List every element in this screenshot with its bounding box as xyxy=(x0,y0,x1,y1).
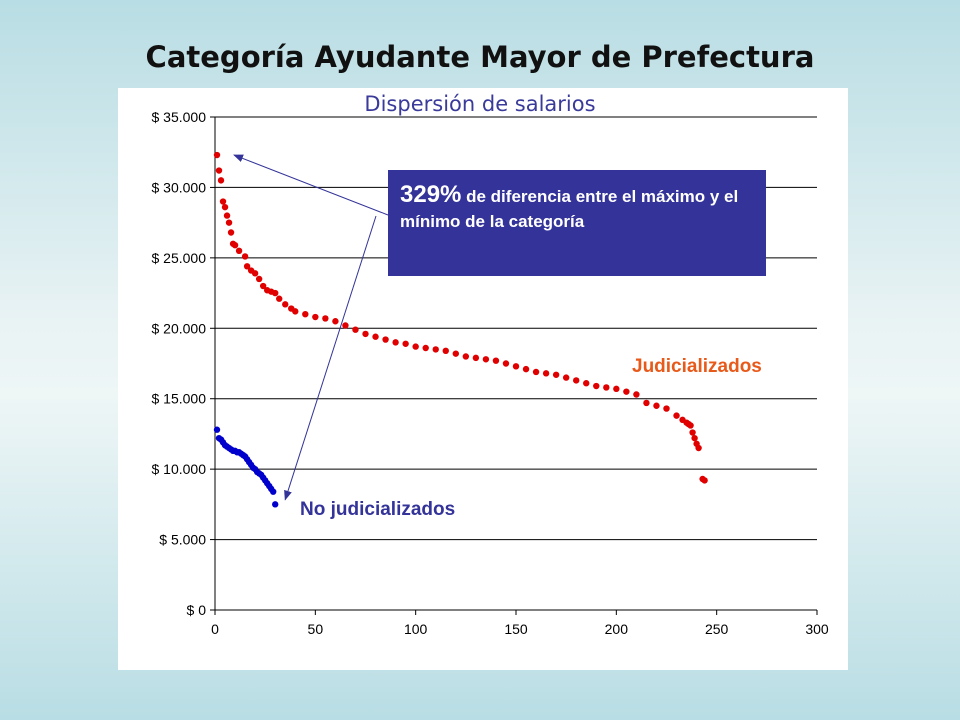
point-judicializados xyxy=(643,399,650,407)
point-judicializados xyxy=(231,241,239,249)
point-judicializados xyxy=(322,315,329,322)
arrow-to-maximum xyxy=(233,154,389,216)
axes xyxy=(210,116,818,615)
point-judicializados xyxy=(352,326,359,333)
point-judicializados xyxy=(272,289,279,297)
point-judicializados xyxy=(217,177,225,184)
point-judicializados xyxy=(613,385,620,393)
point-judicializados xyxy=(687,422,694,429)
series-label-judicializados: Judicializados xyxy=(632,356,762,377)
point-judicializados xyxy=(282,301,289,308)
point-judicializados xyxy=(241,253,249,260)
point-judicializados xyxy=(372,333,379,340)
point-judicializados xyxy=(663,405,670,412)
point-judicializados xyxy=(583,380,590,387)
slide-title: Categoría Ayudante Mayor de Prefectura xyxy=(145,40,815,74)
point-no-judicializados xyxy=(269,488,277,495)
tick-labels: $ 0 $ 5.000 $ 10.000 $ 15.000 $ 20.000 $ 25.0… xyxy=(152,109,829,637)
point-judicializados xyxy=(512,363,520,370)
point-judicializados xyxy=(422,344,429,352)
y-tick-label: $ 15.000 xyxy=(152,391,207,407)
x-tick-label: 150 xyxy=(504,621,528,637)
point-judicializados xyxy=(695,444,702,452)
point-judicializados xyxy=(255,275,263,283)
point-judicializados xyxy=(442,347,449,355)
chart-title: Dispersión de salarios xyxy=(364,92,596,116)
y-tick-label: $ 10.000 xyxy=(152,461,207,477)
point-judicializados xyxy=(223,212,231,219)
y-tick-label: $ 30.000 xyxy=(152,179,207,195)
point-judicializados xyxy=(302,311,309,318)
y-tick-label: $ 25.000 xyxy=(152,250,207,266)
point-judicializados xyxy=(219,198,227,205)
data-points xyxy=(213,151,708,508)
point-judicializados xyxy=(412,343,419,350)
point-judicializados xyxy=(235,247,243,255)
x-tick-label: 50 xyxy=(308,621,324,637)
point-judicializados xyxy=(472,354,480,362)
point-judicializados xyxy=(215,167,223,174)
point-judicializados xyxy=(593,382,600,390)
point-judicializados xyxy=(532,368,540,376)
series-label-no-judicializados: No judicializados xyxy=(300,499,456,520)
point-no-judicializados xyxy=(272,501,279,508)
point-judicializados xyxy=(462,353,470,360)
point-judicializados xyxy=(382,336,389,343)
point-judicializados xyxy=(312,313,319,321)
callout-percent: 329% xyxy=(400,181,462,208)
point-judicializados xyxy=(432,346,439,353)
callout-text: de diferencia entre el máximo y el mínim… xyxy=(400,187,739,231)
point-judicializados xyxy=(623,388,630,395)
point-judicializados xyxy=(227,229,235,236)
point-judicializados xyxy=(673,412,680,419)
point-judicializados xyxy=(689,429,696,436)
point-judicializados xyxy=(213,151,221,159)
point-judicializados xyxy=(452,350,459,357)
point-judicializados xyxy=(562,374,570,381)
point-judicializados xyxy=(701,477,708,484)
y-tick-label: $ 5.000 xyxy=(159,532,206,548)
point-judicializados xyxy=(362,330,369,338)
point-judicializados xyxy=(221,203,229,211)
y-tick-label: $ 35.000 xyxy=(152,109,207,125)
point-judicializados xyxy=(691,434,698,442)
x-tick-label: 250 xyxy=(705,621,729,637)
point-judicializados xyxy=(542,370,550,377)
x-tick-label: 200 xyxy=(605,621,629,637)
x-tick-label: 300 xyxy=(805,621,829,637)
x-tick-label: 100 xyxy=(404,621,428,637)
y-tick-label: $ 0 xyxy=(187,602,207,618)
point-judicializados xyxy=(251,270,259,277)
annotation-arrows xyxy=(233,154,389,501)
difference-callout: 329% de diferencia entre el máximo y el … xyxy=(388,170,766,276)
y-tick-label: $ 20.000 xyxy=(152,320,207,336)
point-judicializados xyxy=(332,318,339,325)
point-judicializados xyxy=(482,356,490,363)
point-judicializados xyxy=(603,384,610,391)
point-judicializados xyxy=(259,282,267,290)
point-judicializados xyxy=(573,377,580,384)
point-judicializados xyxy=(225,219,233,226)
point-judicializados xyxy=(653,402,660,409)
arrow-to-minimum xyxy=(284,215,377,501)
point-judicializados xyxy=(392,339,399,346)
point-judicializados xyxy=(342,322,349,329)
point-judicializados xyxy=(402,340,409,347)
point-judicializados xyxy=(552,371,560,378)
x-tick-label: 0 xyxy=(211,621,219,637)
point-no-judicializados xyxy=(213,426,221,433)
point-judicializados xyxy=(292,308,299,315)
point-judicializados xyxy=(276,295,283,302)
point-judicializados xyxy=(633,391,640,398)
point-judicializados xyxy=(522,365,530,373)
point-judicializados xyxy=(492,357,500,364)
point-judicializados xyxy=(502,360,510,367)
point-judicializados xyxy=(243,263,251,270)
